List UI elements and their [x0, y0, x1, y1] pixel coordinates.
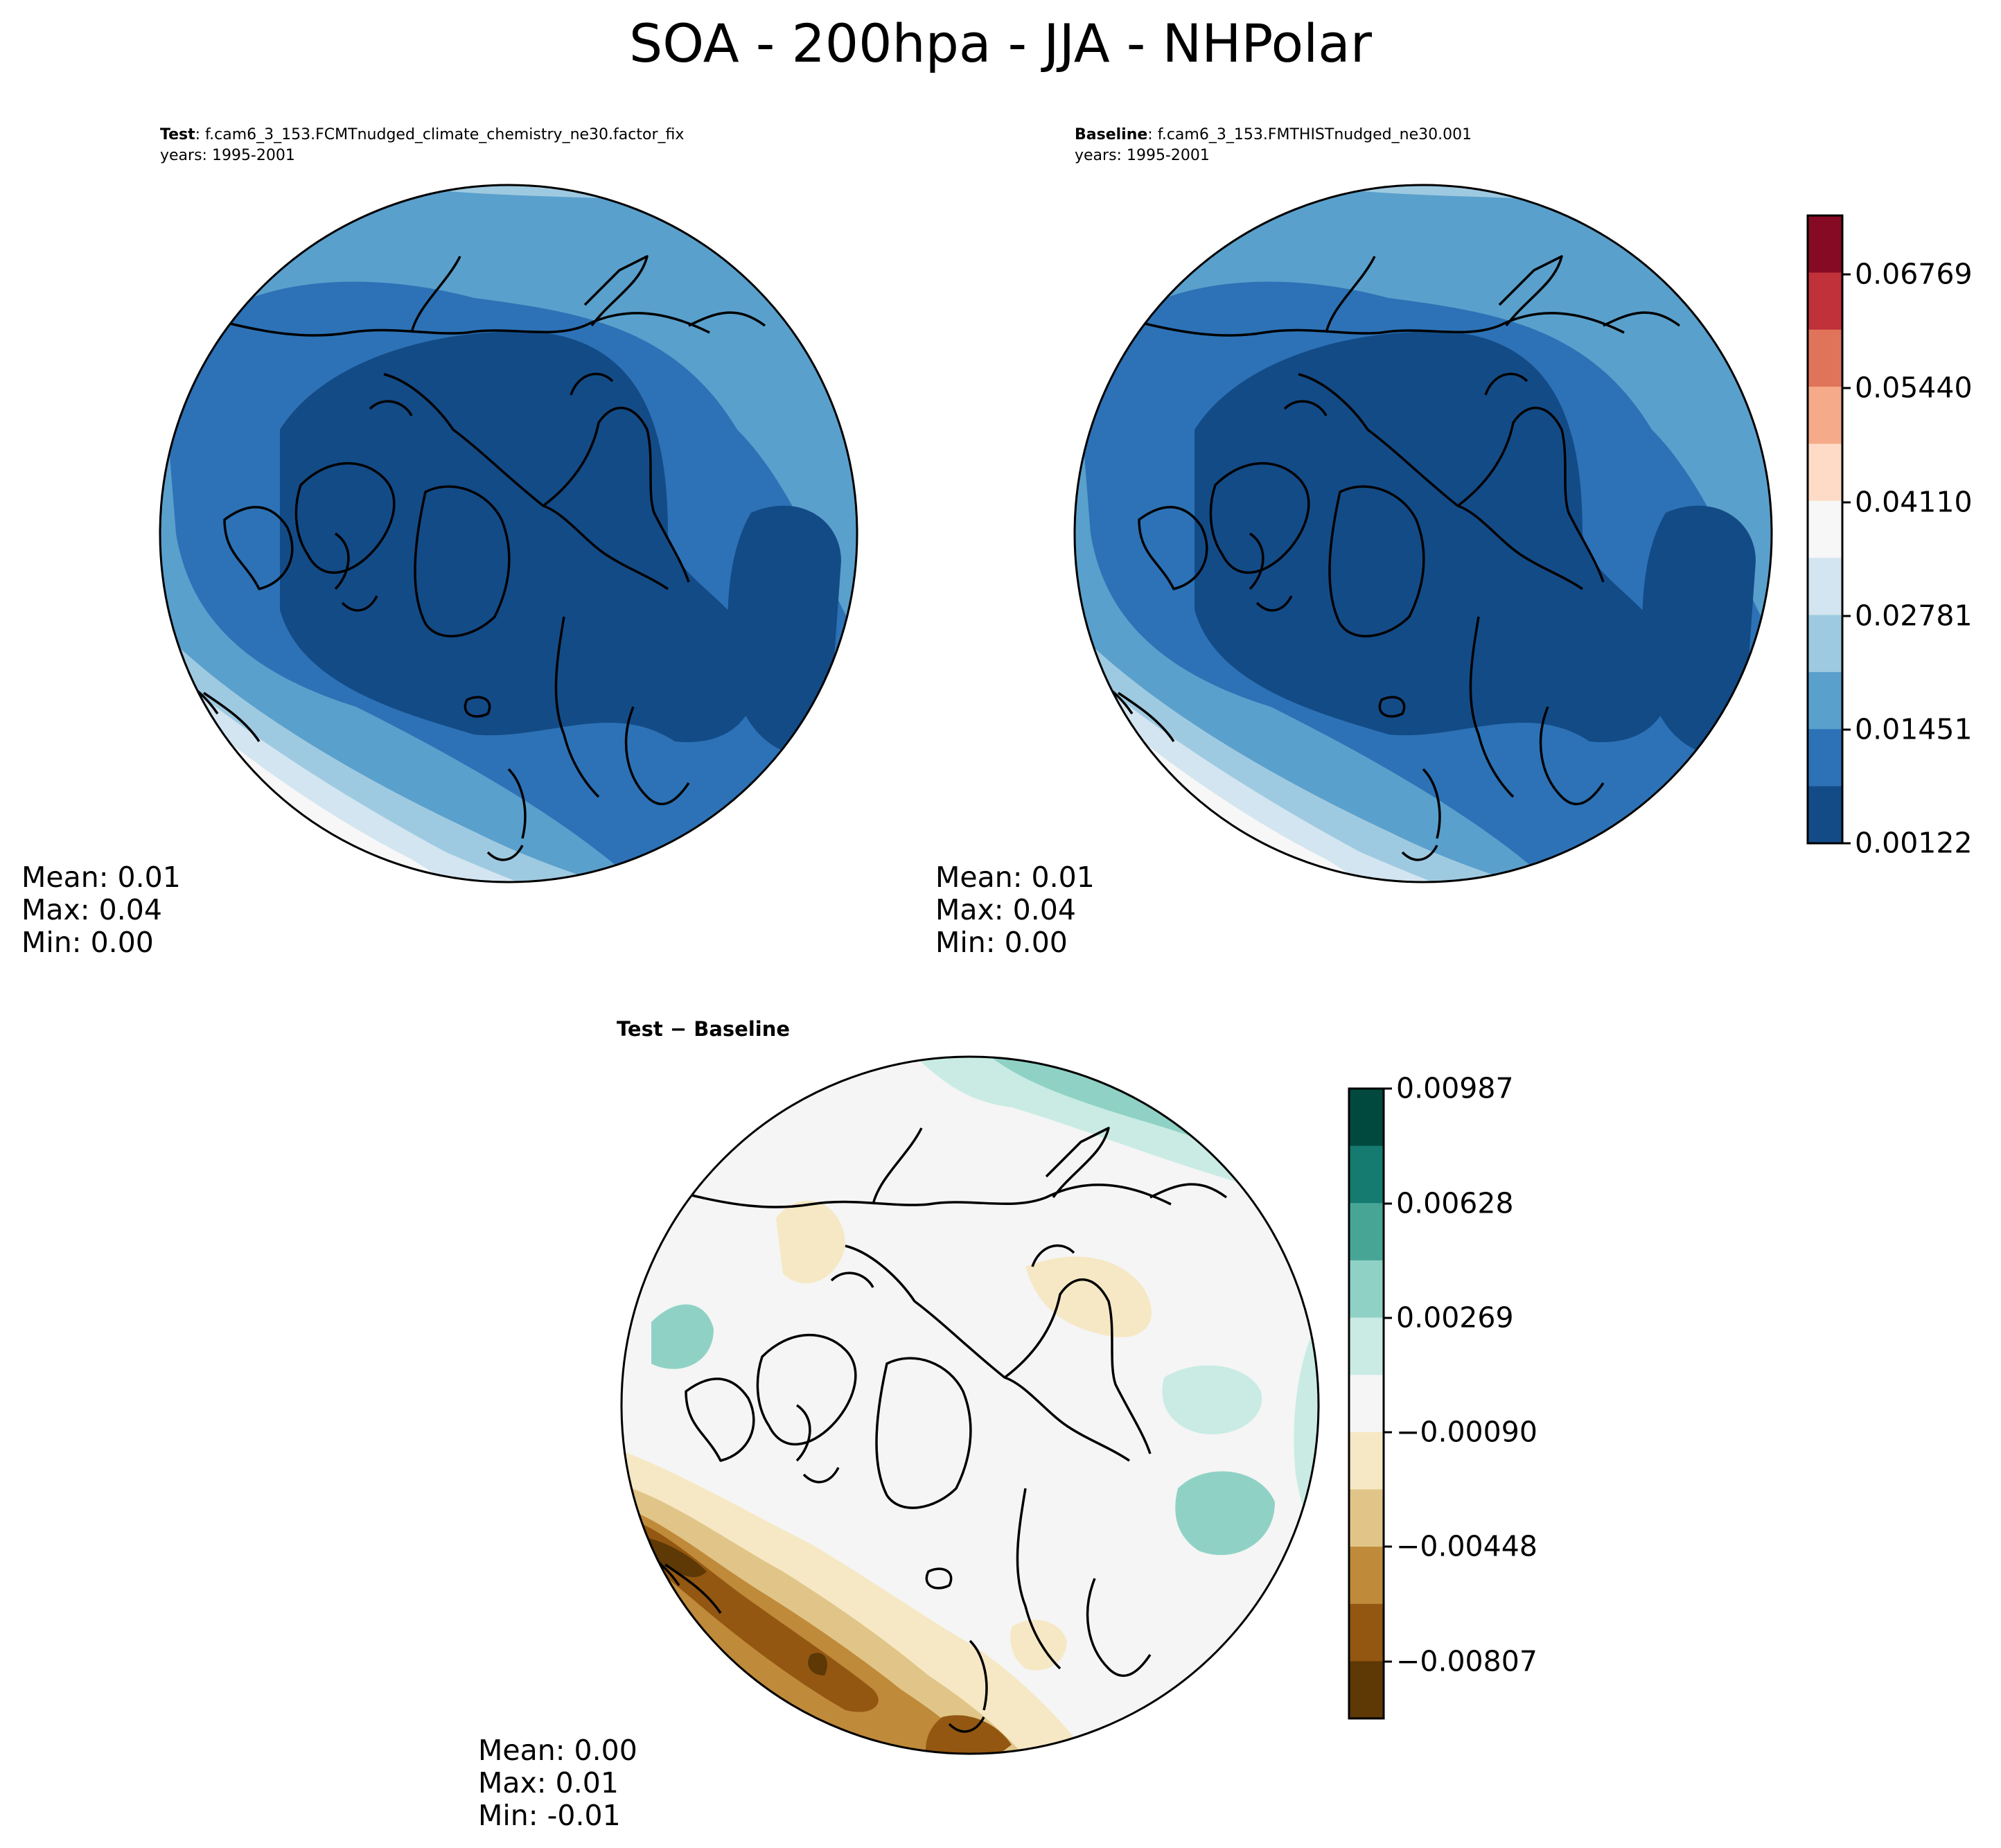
test-map: [160, 185, 857, 882]
main-colorbar-frame: [1806, 214, 1844, 845]
main-colorbar-segment: [1808, 387, 1842, 444]
main-colorbar-segment: [1808, 671, 1842, 730]
diff-colorbar-segment: [1349, 1089, 1384, 1147]
baseline-map: [1075, 185, 1772, 882]
test-mean: Mean: 0.01: [21, 861, 181, 894]
test-map-boundary: [159, 184, 858, 883]
diff-colorbar-segment: [1349, 1203, 1384, 1261]
baseline-case: : f.cam6_3_153.FMTHISTnudged_ne30.001: [1147, 126, 1472, 143]
diff-colorbar-segment: [1349, 1145, 1384, 1204]
main-colorbar-segment: [1808, 615, 1842, 673]
test-case: : f.cam6_3_153.FCMTnudged_climate_chemis…: [195, 126, 685, 143]
baseline-min: Min: 0.00: [935, 926, 1068, 959]
main-colorbar-tick-label: 0.05440: [1855, 371, 1973, 405]
main-colorbar-tick-label: 0.02781: [1855, 599, 1973, 633]
test-years: years: 1995-2001: [160, 147, 295, 164]
diff-colorbar-segment: [1349, 1375, 1384, 1433]
baseline-stats: Mean: 0.01 Max: 0.04 Min: 0.00: [935, 861, 1095, 959]
main-colorbar-segment: [1808, 729, 1842, 787]
diff-colorbar-segment: [1349, 1432, 1384, 1490]
main-colorbar: [1806, 214, 1851, 845]
diff-map: [622, 1057, 1319, 1754]
main-colorbar-segment: [1808, 215, 1842, 273]
main-colorbar-segment: [1808, 500, 1842, 558]
test-header: Test: f.cam6_3_153.FCMTnudged_climate_ch…: [160, 125, 684, 166]
main-colorbar-segment: [1808, 786, 1842, 844]
diff-colorbar-segment: [1349, 1489, 1384, 1547]
baseline-label: Baseline: [1075, 126, 1148, 143]
baseline-years: years: 1995-2001: [1075, 147, 1210, 164]
diff-colorbar-segment: [1349, 1661, 1384, 1719]
diff-colorbar-tick-label: −0.00090: [1396, 1415, 1537, 1449]
main-colorbar-tick-label: 0.06769: [1855, 257, 1973, 291]
main-colorbar-tick-label: 0.04110: [1855, 485, 1973, 519]
diff-colorbar-segment: [1349, 1603, 1384, 1662]
baseline-header: Baseline: f.cam6_3_153.FMTHISTnudged_ne3…: [1075, 125, 1472, 166]
test-label: Test: [160, 126, 195, 143]
diff-stats: Mean: 0.00 Max: 0.01 Min: -0.01: [478, 1734, 637, 1832]
diff-colorbar-segment: [1349, 1547, 1384, 1605]
main-colorbar-segment: [1808, 272, 1842, 331]
diff-colorbar-frame: [1348, 1087, 1385, 1720]
test-max: Max: 0.04: [21, 893, 162, 926]
diff-title: Test − Baseline: [617, 1017, 791, 1041]
diff-max: Max: 0.01: [478, 1766, 619, 1799]
diff-colorbar-segment: [1349, 1317, 1384, 1375]
main-colorbar-segment: [1808, 558, 1842, 616]
diff-colorbar-segment: [1349, 1260, 1384, 1319]
main-colorbar-tick-label: 0.01451: [1855, 712, 1973, 746]
diff-colorbar-tick-label: −0.00807: [1396, 1644, 1537, 1678]
figure-title: SOA - 200hpa - JJA - NHPolar: [628, 12, 1372, 74]
diff-colorbar-tick-label: −0.00448: [1396, 1529, 1537, 1563]
test-stats: Mean: 0.01 Max: 0.04 Min: 0.00: [21, 861, 181, 959]
main-colorbar-segment: [1808, 443, 1842, 502]
baseline-mean: Mean: 0.01: [935, 861, 1095, 894]
diff-min: Min: -0.01: [478, 1799, 621, 1832]
diff-colorbar-tick-label: 0.00987: [1396, 1071, 1514, 1105]
test-min: Min: 0.00: [21, 926, 154, 959]
diff-colorbar-tick-label: 0.00628: [1396, 1186, 1514, 1220]
baseline-max: Max: 0.04: [935, 893, 1076, 926]
baseline-map-boundary: [1073, 184, 1773, 883]
main-colorbar-segment: [1808, 329, 1842, 387]
diff-colorbar-tick-label: 0.00269: [1396, 1301, 1514, 1335]
main-colorbar-tick-label: 0.00122: [1855, 826, 1973, 860]
diff-mean: Mean: 0.00: [478, 1734, 637, 1767]
diff-colorbar: [1348, 1087, 1392, 1720]
diff-map-boundary: [620, 1055, 1320, 1755]
